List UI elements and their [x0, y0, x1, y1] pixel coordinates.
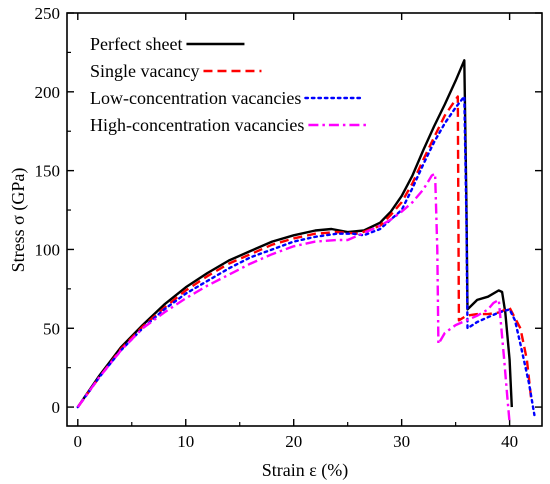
y-tick-label: 50 — [43, 319, 60, 338]
series-lines — [76, 59, 536, 423]
series-line-4 — [76, 172, 511, 423]
x-tick-label: 10 — [177, 432, 194, 451]
legend-label: Low-concentration vacancies — [90, 88, 301, 108]
series-line-2 — [76, 95, 533, 408]
x-axis-title: Strain ε (%) — [262, 460, 349, 481]
y-axis-title: Stress σ (GPa) — [8, 168, 29, 273]
x-tick-label: 0 — [74, 432, 83, 451]
x-axis-ticks: 0 10 20 30 40 — [74, 13, 518, 451]
y-tick-label: 0 — [52, 398, 61, 417]
x-tick-label: 20 — [285, 432, 302, 451]
y-tick-label: 100 — [35, 240, 61, 259]
legend-label: Perfect sheet — [90, 34, 182, 54]
x-tick-label: 40 — [501, 432, 518, 451]
y-axis-ticks: 0 50 100 150 200 250 — [35, 4, 542, 417]
y-tick-label: 150 — [35, 162, 61, 181]
series-line-1 — [76, 59, 513, 408]
y-tick-label: 200 — [35, 83, 61, 102]
legend-label: Single vacancy — [90, 61, 199, 81]
plot-frame — [66, 12, 543, 427]
legend-label: High-concentration vacancies — [90, 115, 304, 135]
x-tick-label: 30 — [393, 432, 410, 451]
series-line-3 — [76, 95, 536, 417]
y-tick-label: 250 — [35, 4, 61, 23]
legend: Perfect sheet Single vacancy Low-concentra… — [90, 34, 367, 135]
